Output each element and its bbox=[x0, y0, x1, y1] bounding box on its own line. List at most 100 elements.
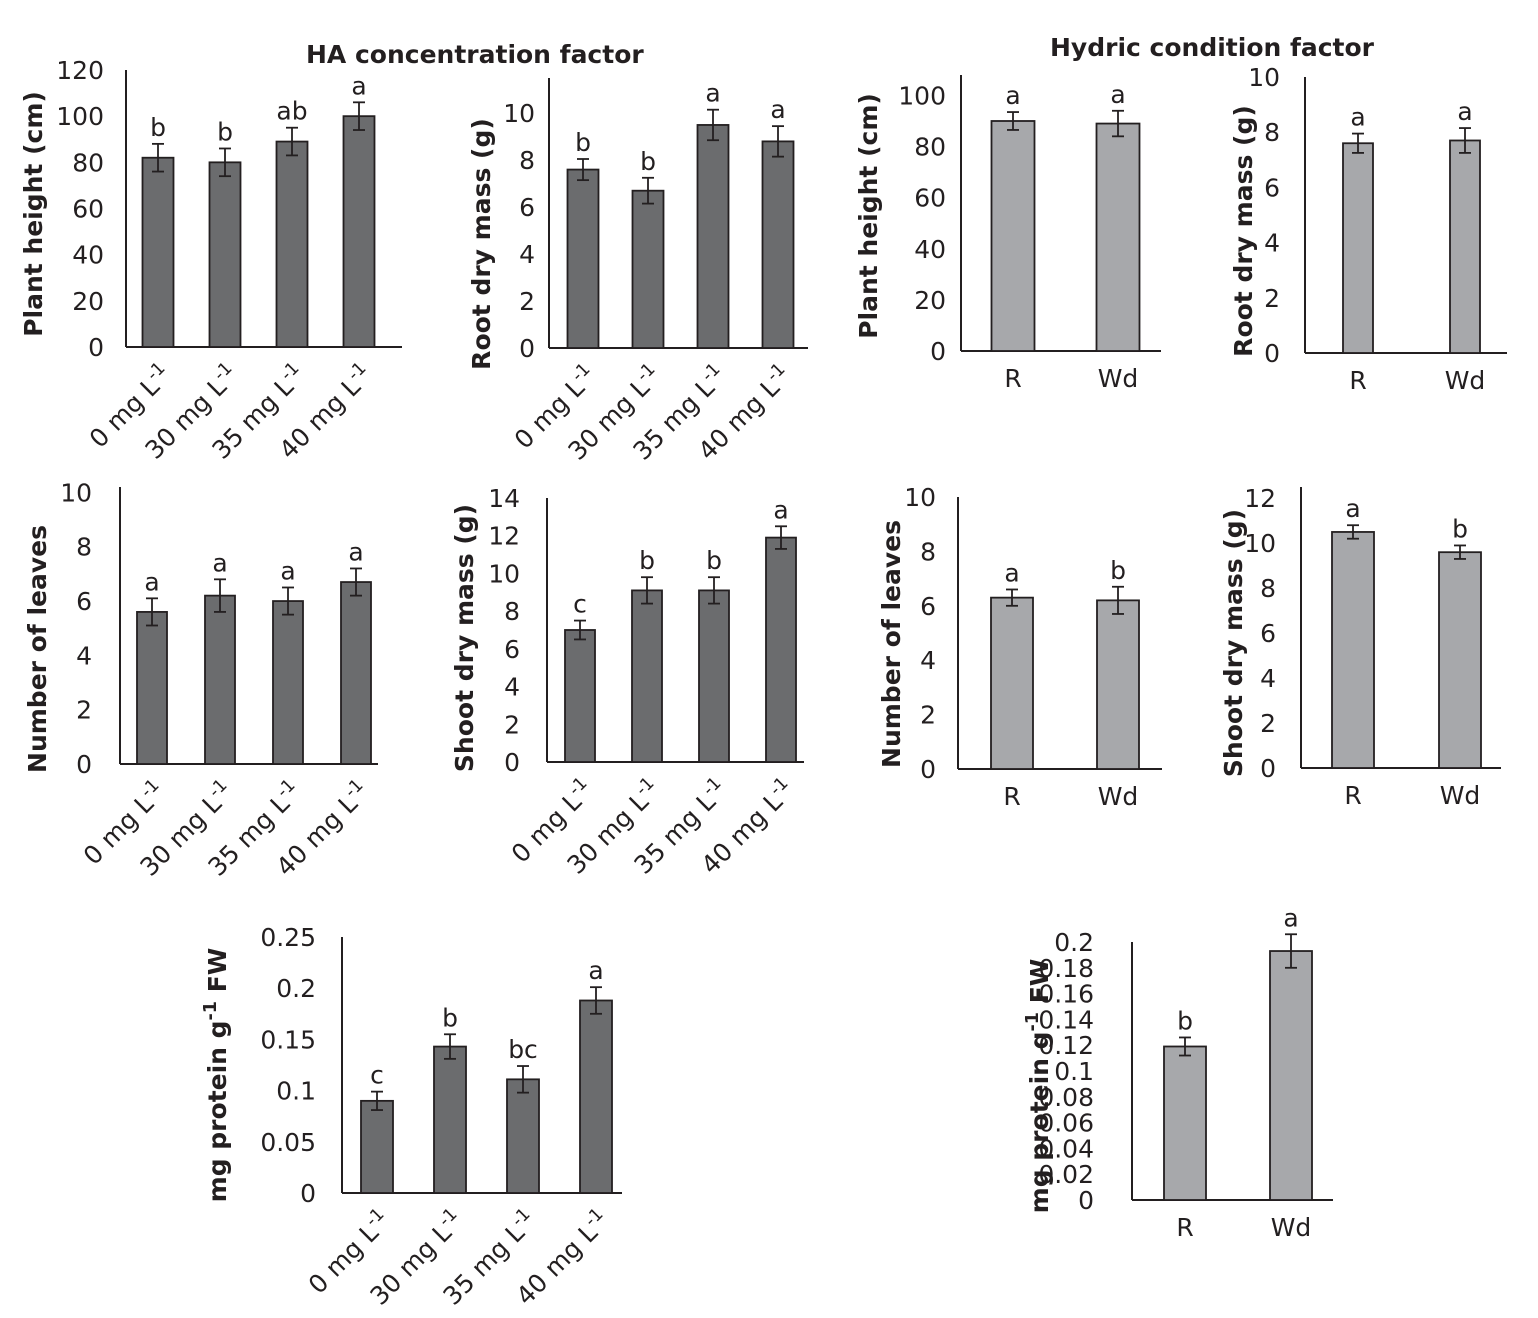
bar bbox=[765, 536, 797, 763]
bar bbox=[360, 1099, 394, 1194]
y-tick-label: 0.04 bbox=[1038, 1134, 1094, 1163]
x-tick-label: R bbox=[1004, 364, 1021, 393]
x-tick-label: 35 mg L-1 bbox=[627, 773, 733, 879]
x-tick-label: 40 mg L-1 bbox=[691, 359, 797, 465]
bar bbox=[696, 124, 730, 349]
bar bbox=[208, 161, 242, 348]
y-tick-label: 12 bbox=[488, 522, 520, 551]
bar bbox=[340, 581, 372, 765]
y-tick-label: 6 bbox=[519, 193, 535, 222]
y-tick-label: 10 bbox=[488, 559, 520, 588]
y-tick-label: 0 bbox=[300, 1179, 316, 1208]
y-tick-label: 0.15 bbox=[260, 1025, 316, 1054]
bar bbox=[272, 600, 304, 765]
significance-letter: b bbox=[217, 117, 233, 146]
y-tick-label: 8 bbox=[504, 597, 520, 626]
x-tick-label: 0 mg L-1 bbox=[504, 773, 599, 868]
y-tick-label: 20 bbox=[914, 286, 946, 315]
significance-letter: a bbox=[773, 495, 788, 524]
y-tick-label: 0 bbox=[1260, 754, 1276, 783]
significance-letter: b bbox=[706, 546, 722, 575]
y-tick-label: 0.12 bbox=[1038, 1031, 1094, 1060]
bar bbox=[990, 120, 1036, 352]
x-tick-label: 0 mg L-1 bbox=[76, 775, 171, 870]
y-tick-label: 8 bbox=[1264, 118, 1280, 147]
y-tick-label: 0 bbox=[930, 337, 946, 366]
y-tick-label: 6 bbox=[1260, 619, 1276, 648]
y-tick-label: 0.1 bbox=[1054, 1057, 1094, 1086]
bar bbox=[1438, 551, 1482, 769]
y-tick-label: 0 bbox=[504, 748, 520, 777]
x-tick-label: Wd bbox=[1098, 782, 1139, 811]
y-tick-label: 10 bbox=[503, 99, 535, 128]
y-tick-label: 0.2 bbox=[276, 974, 316, 1003]
y-axis-label: Number of leaves bbox=[23, 525, 52, 773]
x-tick-label: 0 mg L-1 bbox=[82, 358, 177, 453]
bar bbox=[566, 168, 600, 349]
y-axis-label: mg protein g-1 FW bbox=[1023, 959, 1054, 1214]
x-tick-label: R bbox=[1003, 782, 1020, 811]
y-tick-label: 0.02 bbox=[1038, 1160, 1094, 1189]
y-tick-label: 0.14 bbox=[1038, 1005, 1094, 1034]
x-tick-label: 0 mg L-1 bbox=[301, 1204, 396, 1299]
bar bbox=[1269, 950, 1313, 1201]
y-axis-label: mg protein g-1 FW bbox=[201, 948, 232, 1203]
significance-letter: b bbox=[442, 1003, 458, 1032]
y-tick-label: 14 bbox=[488, 484, 520, 513]
y-tick-label: 0 bbox=[88, 333, 104, 362]
bar bbox=[564, 629, 596, 763]
bar bbox=[631, 589, 663, 763]
y-tick-label: 60 bbox=[72, 195, 104, 224]
y-tick-label: 0.08 bbox=[1038, 1083, 1094, 1112]
y-tick-label: 0 bbox=[1078, 1186, 1094, 1215]
x-tick-label: R bbox=[1349, 366, 1366, 395]
bar bbox=[579, 999, 613, 1194]
bar bbox=[1095, 122, 1141, 352]
bar bbox=[204, 594, 236, 765]
significance-letter: c bbox=[573, 590, 587, 619]
significance-letter: a bbox=[1004, 558, 1019, 587]
bar bbox=[1096, 599, 1140, 770]
bar bbox=[342, 115, 376, 348]
significance-letter: a bbox=[705, 79, 720, 108]
y-tick-label: 0.2 bbox=[1054, 928, 1094, 957]
x-tick-label: 35 mg L-1 bbox=[205, 358, 311, 464]
y-tick-label: 6 bbox=[1264, 173, 1280, 202]
y-axis-label: Shoot dry mass (g) bbox=[450, 504, 479, 772]
x-tick-label: 35 mg L-1 bbox=[626, 359, 732, 465]
x-tick-label: 30 mg L-1 bbox=[561, 359, 667, 465]
hydric-factor-title: Hydric condition factor bbox=[1050, 33, 1375, 62]
y-tick-label: 10 bbox=[1248, 63, 1280, 92]
y-tick-label: 4 bbox=[920, 646, 936, 675]
y-tick-label: 2 bbox=[504, 710, 520, 739]
y-axis-label: Root dry mass (g) bbox=[1229, 105, 1258, 357]
x-tick-label: Wd bbox=[1098, 364, 1139, 393]
bar bbox=[1449, 139, 1481, 354]
y-tick-label: 4 bbox=[76, 641, 92, 670]
y-axis-label: Plant height (cm) bbox=[854, 93, 883, 339]
y-tick-label: 0.25 bbox=[260, 923, 316, 952]
y-tick-label: 60 bbox=[914, 184, 946, 213]
x-tick-label: 30 mg L-1 bbox=[363, 1204, 469, 1310]
bar bbox=[506, 1078, 540, 1194]
x-tick-label: 30 mg L-1 bbox=[133, 775, 239, 881]
x-tick-label: 35 mg L-1 bbox=[436, 1204, 542, 1310]
y-tick-label: 0.06 bbox=[1038, 1109, 1094, 1138]
y-tick-label: 10 bbox=[904, 483, 936, 512]
x-tick-label: Wd bbox=[1440, 781, 1481, 810]
significance-letter: ab bbox=[276, 97, 307, 126]
significance-letter: a bbox=[770, 95, 785, 124]
y-tick-label: 80 bbox=[914, 133, 946, 162]
y-tick-label: 2 bbox=[519, 287, 535, 316]
x-tick-label: 40 mg L-1 bbox=[509, 1204, 615, 1310]
bar bbox=[1331, 531, 1375, 769]
significance-letter: b bbox=[639, 546, 655, 575]
y-tick-label: 10 bbox=[1244, 529, 1276, 558]
significance-letter: a bbox=[1457, 97, 1472, 126]
y-tick-label: 2 bbox=[76, 696, 92, 725]
x-tick-label: 40 mg L-1 bbox=[694, 773, 800, 879]
